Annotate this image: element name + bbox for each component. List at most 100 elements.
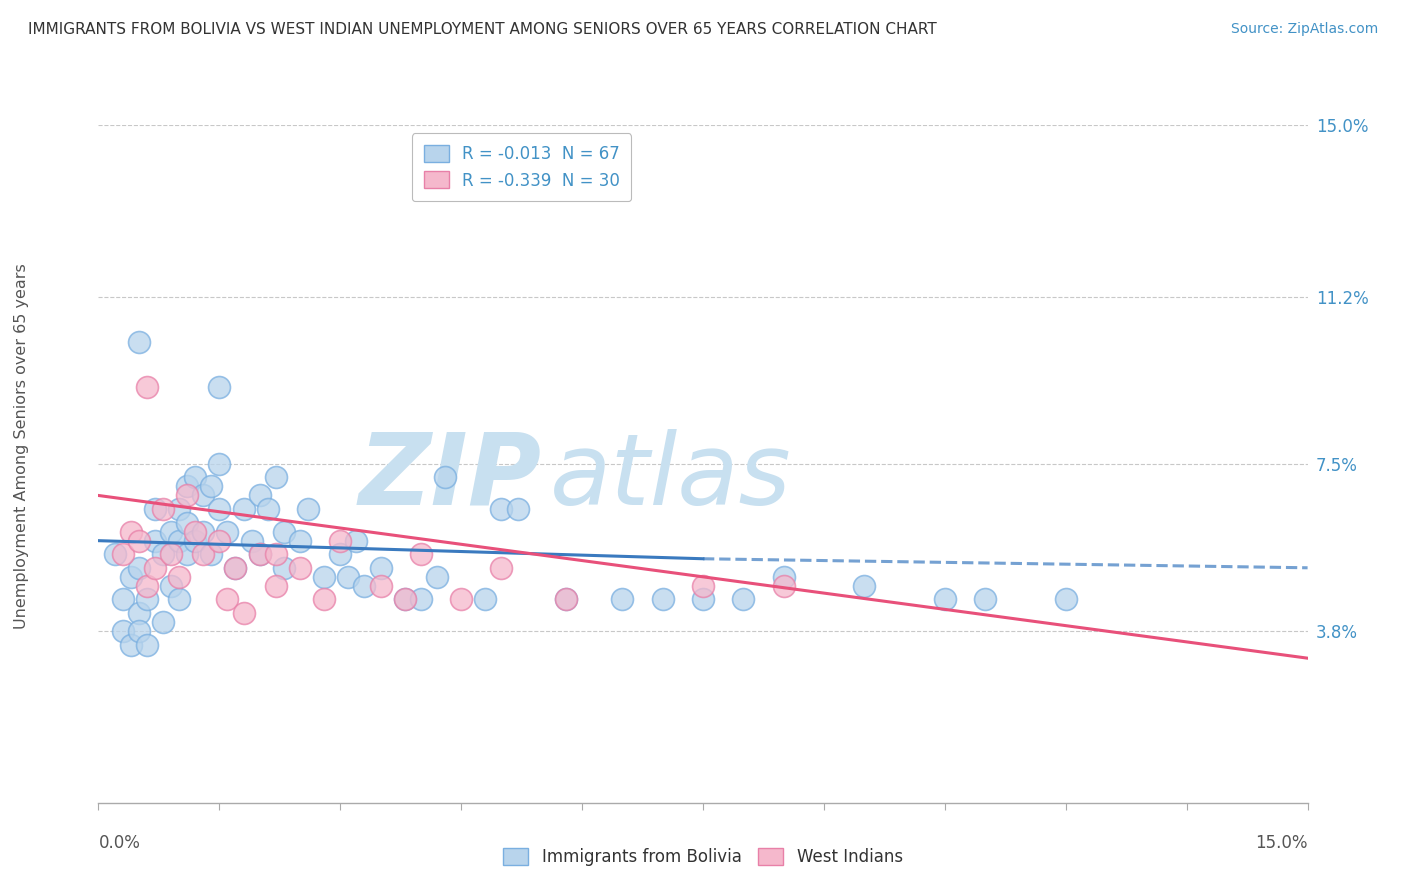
Point — [370, 579, 392, 593]
Point — [111, 624, 134, 638]
Point — [555, 592, 578, 607]
Text: 0.0%: 0.0% — [98, 834, 141, 852]
Point — [160, 524, 183, 539]
Point — [208, 533, 231, 548]
Point — [249, 488, 271, 502]
Point — [426, 570, 449, 584]
Text: atlas: atlas — [550, 429, 792, 526]
Point — [772, 570, 794, 584]
Point — [143, 502, 166, 516]
Point — [217, 592, 239, 607]
Point — [176, 479, 198, 493]
Point — [434, 470, 457, 484]
Point — [506, 502, 529, 516]
Point — [128, 606, 150, 620]
Point — [249, 547, 271, 561]
Point — [128, 561, 150, 575]
Point — [217, 524, 239, 539]
Point — [232, 606, 254, 620]
Point — [692, 579, 714, 593]
Point — [692, 592, 714, 607]
Point — [176, 516, 198, 530]
Point — [256, 502, 278, 516]
Legend: R = -0.013  N = 67, R = -0.339  N = 30: R = -0.013 N = 67, R = -0.339 N = 30 — [412, 133, 631, 202]
Point — [167, 592, 190, 607]
Text: IMMIGRANTS FROM BOLIVIA VS WEST INDIAN UNEMPLOYMENT AMONG SENIORS OVER 65 YEARS : IMMIGRANTS FROM BOLIVIA VS WEST INDIAN U… — [28, 22, 936, 37]
Point — [120, 570, 142, 584]
Point — [329, 547, 352, 561]
Point — [264, 547, 287, 561]
Point — [934, 592, 956, 607]
Point — [344, 533, 367, 548]
Point — [394, 592, 416, 607]
Point — [232, 502, 254, 516]
Point — [135, 638, 157, 652]
Point — [120, 524, 142, 539]
Point — [394, 592, 416, 607]
Point — [193, 547, 215, 561]
Point — [450, 592, 472, 607]
Point — [152, 547, 174, 561]
Point — [143, 561, 166, 575]
Point — [651, 592, 673, 607]
Point — [224, 561, 246, 575]
Point — [314, 592, 336, 607]
Point — [314, 570, 336, 584]
Point — [224, 561, 246, 575]
Point — [555, 592, 578, 607]
Point — [184, 470, 207, 484]
Point — [264, 470, 287, 484]
Point — [208, 457, 231, 471]
Point — [208, 380, 231, 394]
Text: 15.0%: 15.0% — [1256, 834, 1308, 852]
Point — [200, 479, 222, 493]
Point — [120, 638, 142, 652]
Point — [733, 592, 755, 607]
Point — [353, 579, 375, 593]
Point — [409, 592, 432, 607]
Point — [128, 533, 150, 548]
Point — [193, 524, 215, 539]
Legend: Immigrants from Bolivia, West Indians: Immigrants from Bolivia, West Indians — [495, 840, 911, 875]
Text: Unemployment Among Seniors over 65 years: Unemployment Among Seniors over 65 years — [14, 263, 28, 629]
Point — [152, 502, 174, 516]
Point — [974, 592, 997, 607]
Point — [111, 547, 134, 561]
Point — [474, 592, 496, 607]
Point — [167, 570, 190, 584]
Point — [160, 579, 183, 593]
Point — [288, 533, 311, 548]
Point — [135, 380, 157, 394]
Point — [143, 533, 166, 548]
Point — [612, 592, 634, 607]
Point — [491, 561, 513, 575]
Point — [297, 502, 319, 516]
Point — [128, 334, 150, 349]
Point — [167, 533, 190, 548]
Point — [337, 570, 360, 584]
Point — [111, 592, 134, 607]
Point — [176, 488, 198, 502]
Point — [853, 579, 876, 593]
Point — [329, 533, 352, 548]
Point — [491, 502, 513, 516]
Point — [370, 561, 392, 575]
Point — [772, 579, 794, 593]
Text: ZIP: ZIP — [359, 429, 541, 526]
Point — [184, 524, 207, 539]
Point — [409, 547, 432, 561]
Point — [273, 561, 295, 575]
Point — [193, 488, 215, 502]
Point — [103, 547, 125, 561]
Point — [264, 579, 287, 593]
Point — [176, 547, 198, 561]
Point — [273, 524, 295, 539]
Point — [288, 561, 311, 575]
Point — [208, 502, 231, 516]
Point — [184, 533, 207, 548]
Point — [128, 624, 150, 638]
Text: Source: ZipAtlas.com: Source: ZipAtlas.com — [1230, 22, 1378, 37]
Point — [240, 533, 263, 548]
Point — [152, 615, 174, 629]
Point — [135, 579, 157, 593]
